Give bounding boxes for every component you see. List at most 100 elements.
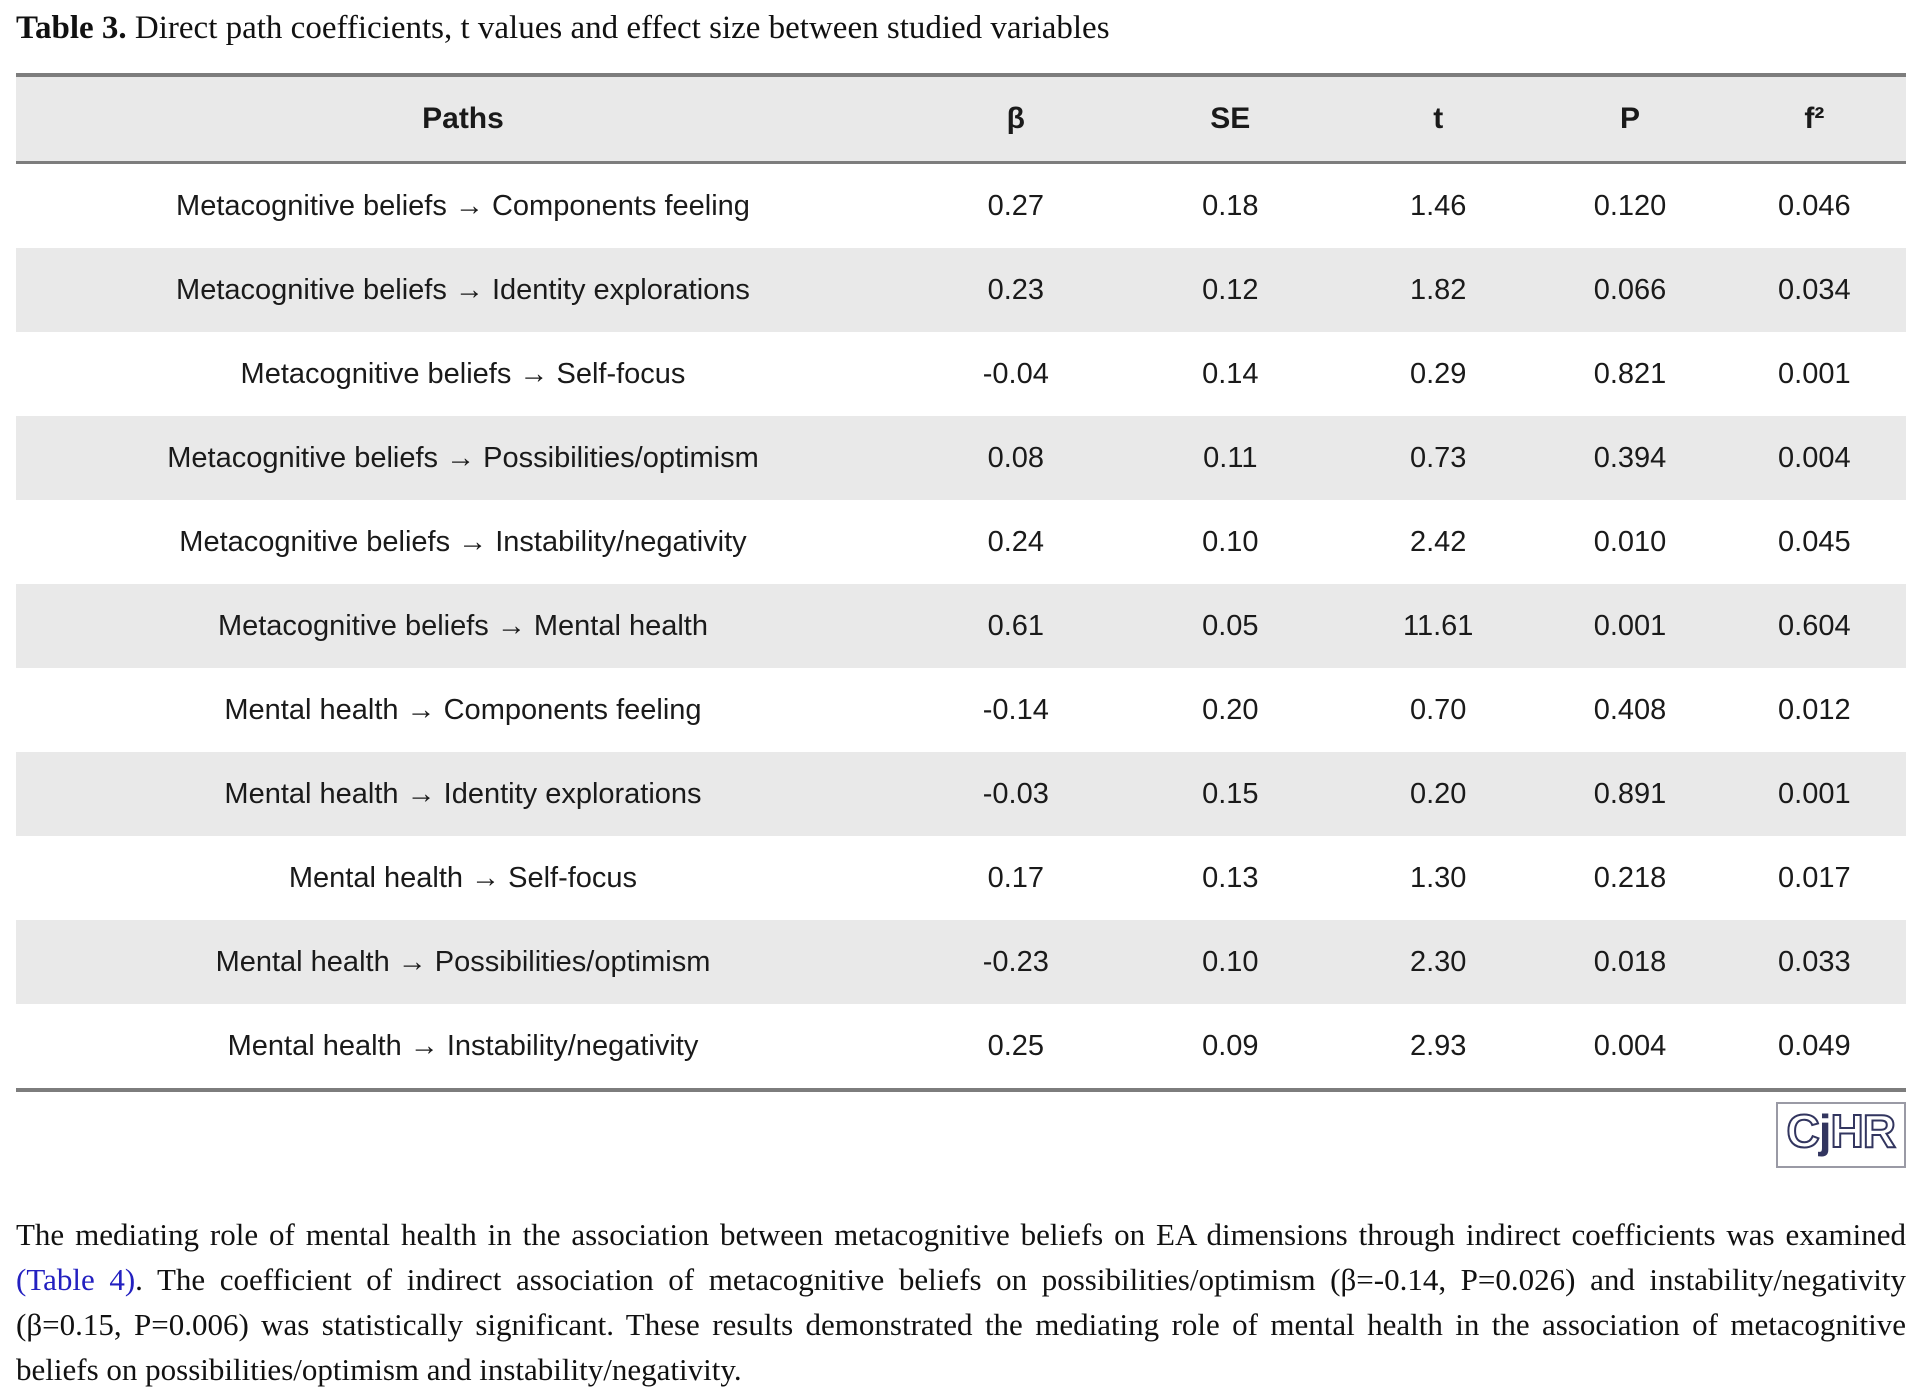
cell-se: 0.10: [1121, 920, 1339, 1004]
cjhr-journal-logo: CjHR: [1775, 1102, 1906, 1168]
cell-f2: 0.034: [1722, 248, 1906, 332]
cell-se: 0.13: [1121, 836, 1339, 920]
table-row: Mental health → Components feeling -0.14 0…: [16, 668, 1906, 752]
cell-p: 0.218: [1537, 836, 1723, 920]
cell-t: 0.29: [1338, 332, 1538, 416]
table-caption-label: Table 3.: [16, 10, 127, 46]
cell-se: 0.09: [1121, 1004, 1339, 1092]
column-header-se: SE: [1121, 73, 1339, 164]
logo-letter-R: R: [1862, 1104, 1897, 1158]
cell-path: Metacognitive beliefs → Mental health: [16, 584, 910, 668]
cell-t: 1.30: [1338, 836, 1538, 920]
table-row: Metacognitive beliefs → Self-focus -0.04 0…: [16, 332, 1906, 416]
table-row: Mental health → Self-focus 0.17 0.13 1.30 0.…: [16, 836, 1906, 920]
table-row: Metacognitive beliefs → Identity explora…: [16, 248, 1906, 332]
cell-f2: 0.001: [1722, 332, 1906, 416]
table-row: Mental health → Identity explorations -0.…: [16, 752, 1906, 836]
cell-path: Mental health → Possibilities/optimism: [16, 920, 910, 1004]
cell-p: 0.001: [1537, 584, 1723, 668]
cell-path: Mental health → Components feeling: [16, 668, 910, 752]
cell-p: 0.891: [1537, 752, 1723, 836]
cell-p: 0.120: [1537, 162, 1723, 248]
cell-f2: 0.049: [1722, 1004, 1906, 1092]
logo-row: CjHR: [16, 1102, 1906, 1168]
cell-beta: -0.04: [909, 332, 1122, 416]
cell-se: 0.18: [1121, 162, 1339, 248]
cell-path: Mental health → Instability/negativity: [16, 1004, 910, 1092]
table-row: Metacognitive beliefs → Components feeli…: [16, 162, 1906, 248]
cell-se: 0.12: [1121, 248, 1339, 332]
paragraph-text-before: The mediating role of mental health in t…: [16, 1217, 1906, 1252]
cell-p: 0.066: [1537, 248, 1723, 332]
cell-beta: 0.23: [909, 248, 1122, 332]
cell-f2: 0.004: [1722, 416, 1906, 500]
table-row: Metacognitive beliefs → Instability/nega…: [16, 500, 1906, 584]
cell-f2: 0.046: [1722, 162, 1906, 248]
cell-beta: 0.17: [909, 836, 1122, 920]
cell-p: 0.004: [1537, 1004, 1723, 1092]
cell-se: 0.11: [1121, 416, 1339, 500]
cell-path: Mental health → Identity explorations: [16, 752, 910, 836]
cell-beta: -0.23: [909, 920, 1122, 1004]
cell-f2: 0.012: [1722, 668, 1906, 752]
table-caption-text: Direct path coefficients, t values and e…: [126, 10, 1110, 46]
cell-se: 0.10: [1121, 500, 1339, 584]
cell-p: 0.394: [1537, 416, 1723, 500]
column-header-p: P: [1537, 73, 1723, 164]
column-header-paths: Paths: [16, 73, 910, 164]
table-row: Mental health → Instability/negativity 0.…: [16, 1004, 1906, 1092]
cell-beta: -0.14: [909, 668, 1122, 752]
table-body: Metacognitive beliefs → Components feeli…: [16, 162, 1906, 1092]
cell-f2: 0.604: [1722, 584, 1906, 668]
cell-t: 1.82: [1338, 248, 1538, 332]
cell-path: Metacognitive beliefs → Components feeli…: [16, 162, 910, 248]
cell-se: 0.05: [1121, 584, 1339, 668]
cell-path: Metacognitive beliefs → Identity explora…: [16, 248, 910, 332]
cell-p: 0.010: [1537, 500, 1723, 584]
cell-t: 0.20: [1338, 752, 1538, 836]
table-caption: Table 3. Direct path coefficients, t val…: [16, 10, 1906, 47]
cell-t: 2.42: [1338, 500, 1538, 584]
logo-letter-j: j: [1818, 1105, 1832, 1157]
cell-f2: 0.017: [1722, 836, 1906, 920]
cell-se: 0.15: [1121, 752, 1339, 836]
table-row: Metacognitive beliefs → Mental health 0.6…: [16, 584, 1906, 668]
cell-path: Metacognitive beliefs → Possibilities/op…: [16, 416, 910, 500]
cell-t: 0.70: [1338, 668, 1538, 752]
cell-t: 1.46: [1338, 162, 1538, 248]
logo-letter-C: C: [1786, 1104, 1821, 1158]
cell-beta: -0.03: [909, 752, 1122, 836]
logo-letter-H: H: [1830, 1104, 1865, 1158]
cell-se: 0.20: [1121, 668, 1339, 752]
cell-beta: 0.25: [909, 1004, 1122, 1092]
column-header-beta: β: [909, 73, 1122, 164]
cell-se: 0.14: [1121, 332, 1339, 416]
body-paragraph: The mediating role of mental health in t…: [16, 1212, 1906, 1392]
cell-p: 0.408: [1537, 668, 1723, 752]
cell-p: 0.018: [1537, 920, 1723, 1004]
cell-beta: 0.61: [909, 584, 1122, 668]
column-header-f2: f²: [1722, 73, 1906, 164]
cell-beta: 0.27: [909, 162, 1122, 248]
table-row: Metacognitive beliefs → Possibilities/op…: [16, 416, 1906, 500]
cell-path: Mental health → Self-focus: [16, 836, 910, 920]
cell-path: Metacognitive beliefs → Instability/nega…: [16, 500, 910, 584]
cell-f2: 0.033: [1722, 920, 1906, 1004]
paragraph-text-after: . The coefficient of indirect associatio…: [16, 1262, 1906, 1387]
cell-t: 0.73: [1338, 416, 1538, 500]
table4-link[interactable]: (Table 4): [16, 1262, 136, 1297]
cell-t: 2.93: [1338, 1004, 1538, 1092]
cell-f2: 0.001: [1722, 752, 1906, 836]
table-row: Mental health → Possibilities/optimism -0…: [16, 920, 1906, 1004]
cell-beta: 0.08: [909, 416, 1122, 500]
column-header-t: t: [1338, 73, 1538, 164]
cell-t: 2.30: [1338, 920, 1538, 1004]
cell-path: Metacognitive beliefs → Self-focus: [16, 332, 910, 416]
cell-beta: 0.24: [909, 500, 1122, 584]
cell-p: 0.821: [1537, 332, 1723, 416]
cell-f2: 0.045: [1722, 500, 1906, 584]
cell-t: 11.61: [1338, 584, 1538, 668]
